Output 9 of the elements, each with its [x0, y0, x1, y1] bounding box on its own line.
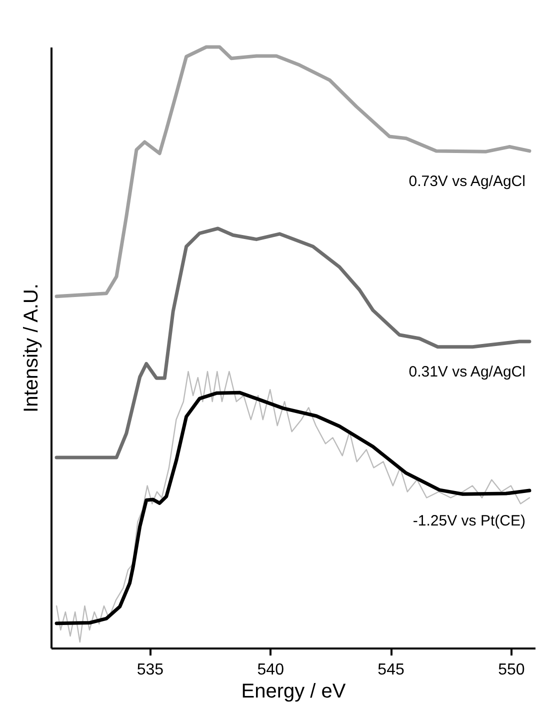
y-axis-title: Intensity / A.U. [20, 284, 42, 412]
series-label: -1.25V vs Pt(CE) [412, 512, 526, 530]
series-label: 0.31V vs Ag/AgCl [408, 363, 526, 380]
x-axis-title: Energy / eV [241, 680, 346, 702]
x-tick-label: 535 [136, 662, 164, 678]
x-tick-label: 545 [378, 662, 404, 678]
x-tick-label: 550 [498, 662, 525, 678]
x-tick-label: 540 [257, 662, 284, 678]
series-label: 0.73V vs Ag/AgCl [408, 172, 526, 190]
